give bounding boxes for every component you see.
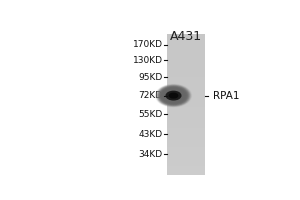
Ellipse shape — [160, 87, 187, 104]
Bar — [167, 104, 205, 107]
Bar — [167, 163, 205, 166]
Text: 43KD: 43KD — [139, 130, 163, 139]
Bar — [167, 130, 205, 133]
Bar — [167, 128, 205, 131]
Bar — [167, 48, 205, 51]
Text: 130KD: 130KD — [133, 56, 163, 65]
Text: 170KD: 170KD — [133, 40, 163, 49]
Bar — [167, 44, 205, 46]
Bar — [167, 107, 205, 110]
Bar — [167, 41, 205, 44]
Bar — [167, 93, 205, 96]
Bar — [167, 156, 205, 159]
Text: RPA1: RPA1 — [213, 91, 239, 101]
Bar — [167, 74, 205, 77]
Bar — [167, 132, 205, 135]
Bar — [167, 170, 205, 173]
Bar — [167, 51, 205, 53]
Ellipse shape — [157, 85, 190, 106]
Bar — [167, 151, 205, 154]
Text: A431: A431 — [170, 30, 202, 43]
Bar — [167, 79, 205, 81]
Ellipse shape — [155, 84, 191, 107]
Bar — [167, 172, 205, 175]
Bar — [167, 88, 205, 91]
Bar — [167, 97, 205, 100]
Text: 72KD: 72KD — [139, 91, 163, 100]
Ellipse shape — [169, 93, 178, 98]
Bar — [167, 72, 205, 74]
Bar — [167, 34, 205, 37]
Bar — [167, 62, 205, 65]
Bar — [167, 39, 205, 42]
Text: 95KD: 95KD — [138, 73, 163, 82]
Ellipse shape — [163, 89, 184, 102]
Bar — [167, 53, 205, 56]
Bar — [167, 81, 205, 84]
Bar — [167, 69, 205, 72]
Ellipse shape — [158, 86, 189, 105]
Bar — [167, 65, 205, 67]
Bar — [167, 149, 205, 152]
Bar — [167, 116, 205, 119]
Bar — [167, 76, 205, 79]
Text: 34KD: 34KD — [139, 150, 163, 159]
Bar — [167, 158, 205, 161]
Bar — [167, 135, 205, 138]
Bar — [167, 111, 205, 114]
Bar — [167, 167, 205, 170]
Bar — [167, 83, 205, 86]
Bar — [167, 118, 205, 121]
Bar — [167, 144, 205, 147]
Ellipse shape — [159, 86, 188, 105]
Bar — [167, 67, 205, 70]
Ellipse shape — [162, 89, 185, 103]
Text: 55KD: 55KD — [138, 110, 163, 119]
Bar — [167, 125, 205, 128]
Bar — [167, 86, 205, 89]
Ellipse shape — [161, 88, 186, 103]
Bar — [167, 95, 205, 98]
Bar — [167, 58, 205, 60]
Ellipse shape — [160, 87, 187, 104]
Bar — [167, 165, 205, 168]
Bar — [167, 146, 205, 149]
Bar — [167, 100, 205, 103]
Bar — [167, 160, 205, 163]
Bar — [167, 121, 205, 124]
Bar — [167, 142, 205, 145]
Bar — [167, 46, 205, 49]
Bar — [167, 90, 205, 93]
Bar — [167, 114, 205, 117]
Bar — [167, 102, 205, 105]
Bar — [167, 137, 205, 140]
Bar — [167, 109, 205, 112]
Bar — [167, 123, 205, 126]
Ellipse shape — [166, 91, 181, 100]
Ellipse shape — [156, 85, 191, 106]
Bar — [167, 153, 205, 156]
Bar — [167, 60, 205, 63]
Bar — [167, 37, 205, 39]
Bar — [167, 55, 205, 58]
Bar — [167, 139, 205, 142]
